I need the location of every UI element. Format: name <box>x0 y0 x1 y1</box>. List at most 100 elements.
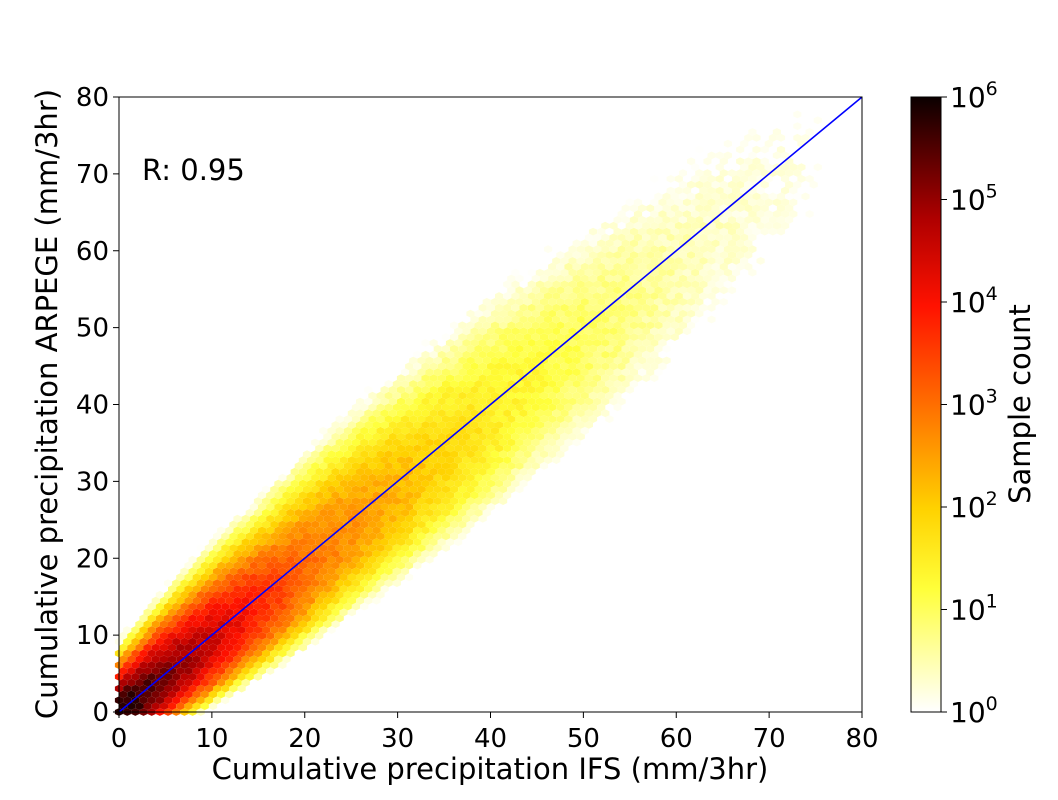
hexbin-cell <box>478 327 487 336</box>
hexbin-cell <box>564 426 573 435</box>
hexbin-cell <box>723 292 732 300</box>
hexbin-cell <box>752 216 761 224</box>
hexbin-cell <box>601 257 610 265</box>
hexbin-cell <box>662 204 671 213</box>
hexbin-cell <box>760 227 769 236</box>
hexbin-cell <box>319 579 328 587</box>
hexbin-cell <box>609 362 618 371</box>
hexbin-cell <box>392 450 401 459</box>
hexbin-cell <box>539 391 549 400</box>
hexbin-cell <box>736 145 745 154</box>
hexbin-cell <box>307 585 316 593</box>
hexbin-cell <box>413 385 422 394</box>
hexbin-cell <box>413 362 422 371</box>
hexbin-cell <box>241 596 250 605</box>
hexbin-cell <box>584 257 593 265</box>
hexbin-cell <box>388 409 397 418</box>
hexbin-cell <box>564 344 573 353</box>
hexbin-cell <box>396 374 406 382</box>
hexbin-cell <box>384 579 393 587</box>
hexbin-cell <box>470 467 479 476</box>
hexbin-cell <box>327 485 336 494</box>
hexbin-cell <box>356 444 365 453</box>
hexbin-cell <box>642 221 651 230</box>
hexbin-cell <box>813 198 822 207</box>
hexbin-cell <box>270 637 279 646</box>
hexbin-cell <box>776 227 786 236</box>
hexbin-cell <box>188 567 197 576</box>
hexbin-cell <box>638 286 647 295</box>
hexbin-cell <box>539 368 549 377</box>
hexbin-cell <box>315 561 324 570</box>
hexbin-cell <box>180 637 189 646</box>
hexbin-cell <box>302 567 312 576</box>
hexbin-cell <box>531 415 540 423</box>
hexbin-cell <box>548 380 557 388</box>
colorbar <box>910 96 942 713</box>
hexbin-cell <box>290 467 299 476</box>
hexbin-cell <box>552 257 561 265</box>
hexbin-cell <box>633 280 643 289</box>
hexbin-cell <box>417 473 426 482</box>
hexbin-cell <box>164 590 173 599</box>
hexbin-cell <box>245 614 254 623</box>
hexbin-cell <box>168 702 177 710</box>
hexbin-cell <box>262 508 271 517</box>
hexbin-cell <box>756 257 765 265</box>
hexbin-cell <box>503 397 512 406</box>
hexbin-cell <box>687 344 696 353</box>
hexbin-cell <box>633 257 643 265</box>
hexbin-cell <box>817 204 826 213</box>
hexbin-cell <box>466 462 475 470</box>
hexbin-cell <box>658 221 667 230</box>
hexbin-cell <box>454 432 463 441</box>
hexbin-cell <box>237 567 246 576</box>
hexbin-cell <box>413 409 422 418</box>
hexbin-cell <box>147 614 156 623</box>
hexbin-cell <box>429 397 438 406</box>
hexbin-cell <box>633 233 643 242</box>
hexbin-cell <box>249 503 258 511</box>
hexbin-cell <box>515 286 524 295</box>
hexbin-cell <box>670 333 679 341</box>
hexbin-cell <box>482 485 491 494</box>
hexbin-cell <box>580 344 589 353</box>
hexbin-cell <box>433 391 442 400</box>
hexbin-cell <box>707 245 716 254</box>
hexbin-cell <box>159 608 168 617</box>
hexbin-cell <box>339 479 348 488</box>
hexbin-cell <box>347 467 356 476</box>
hexbin-cell <box>535 456 544 464</box>
hexbin-cell <box>572 415 581 423</box>
hexbin-cell <box>437 467 446 476</box>
hexbin-cell <box>523 473 532 482</box>
hexbin-cell <box>597 403 606 412</box>
hexbin-cell <box>629 321 638 330</box>
hexbin-cell <box>552 339 561 347</box>
hexbin-cell <box>548 321 557 330</box>
hexbin-cell <box>482 321 491 330</box>
hexbin-cell <box>380 432 389 441</box>
hexbin-cell <box>523 450 532 459</box>
hexbin-cell <box>331 585 340 593</box>
hexbin-cell <box>617 315 626 324</box>
hexbin-cell <box>625 303 634 312</box>
hexbin-cell <box>552 385 561 394</box>
hexbin-cell <box>719 251 728 259</box>
hexbin-cell <box>396 397 406 406</box>
hexbin-cell <box>278 614 287 623</box>
hexbin-cell <box>691 221 700 230</box>
hexbin-cell <box>658 303 667 312</box>
hexbin-cell <box>168 631 177 640</box>
hexbin-cell <box>490 462 499 470</box>
hexbin-cell <box>417 380 426 388</box>
hexbin-cell <box>601 233 610 242</box>
hexbin-cell <box>172 672 181 681</box>
hexbin-cell <box>715 327 724 336</box>
hexbin-cell <box>617 198 626 207</box>
hexbin-cell <box>315 549 324 558</box>
y-axis-label: Cumulative precipitation ARPEGE (mm/3hr) <box>30 89 64 719</box>
hexbin-cell <box>580 356 589 365</box>
hexbin-cell <box>507 426 516 435</box>
hexbin-cell <box>360 602 369 611</box>
